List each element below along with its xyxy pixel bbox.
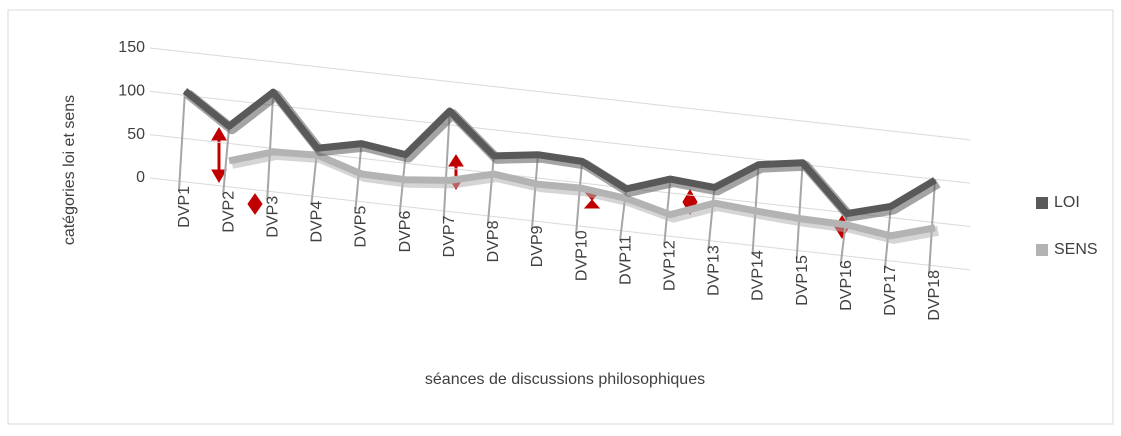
x-tick-label: DVP11 [617,235,634,285]
x-tick-label: DVP10 [573,230,590,281]
x-tick-label: DVP8 [485,220,502,262]
chart-frame [7,9,1114,425]
drop-line [442,110,451,220]
x-tick-label: DVP15 [794,255,811,306]
grid-line [149,177,971,271]
x-tick-label: DVP2 [220,191,237,233]
arrow-diamond [247,193,263,215]
drop-line [222,126,231,195]
series-line [182,88,937,218]
arrow-head [211,127,227,183]
x-tick-label: DVP9 [529,225,546,267]
drop-line [530,154,539,230]
x-tick-label: DVP6 [397,211,414,253]
y-tick-label: 100 [118,83,145,100]
y-tick-label: 50 [127,126,145,143]
y-tick-label: 150 [118,39,145,56]
x-tick-label: DVP1 [176,186,193,228]
legend-swatch [1036,244,1048,256]
legend-swatch [1036,197,1048,209]
x-tick-label: DVP12 [662,240,679,291]
legend-label: LOI [1054,194,1080,211]
drop-line [178,90,186,190]
drop-line [486,155,495,225]
drop-line [707,187,716,250]
drop-line [575,161,584,235]
x-tick-label: DVP14 [750,250,767,301]
grid-line [149,47,971,141]
series-line [228,148,936,240]
x-axis-label: séances de discussions philosophiques [425,371,705,388]
x-tick-label: DVP5 [353,206,370,248]
x-tick-label: DVP13 [706,245,723,296]
y-tick-label: 0 [136,169,145,186]
drop-line [266,92,275,200]
x-tick-label: DVP16 [838,260,855,311]
drop-line [795,162,804,260]
x-tick-label: DVP3 [264,196,281,238]
y-axis-label: catégories loi et sens [61,95,78,245]
x-tick-label: DVP17 [882,265,899,316]
x-tick-label: DVP4 [309,201,326,243]
legend-label: SENS [1054,241,1098,258]
x-tick-label: DVP18 [926,270,943,321]
x-tick-label: DVP7 [441,215,458,257]
